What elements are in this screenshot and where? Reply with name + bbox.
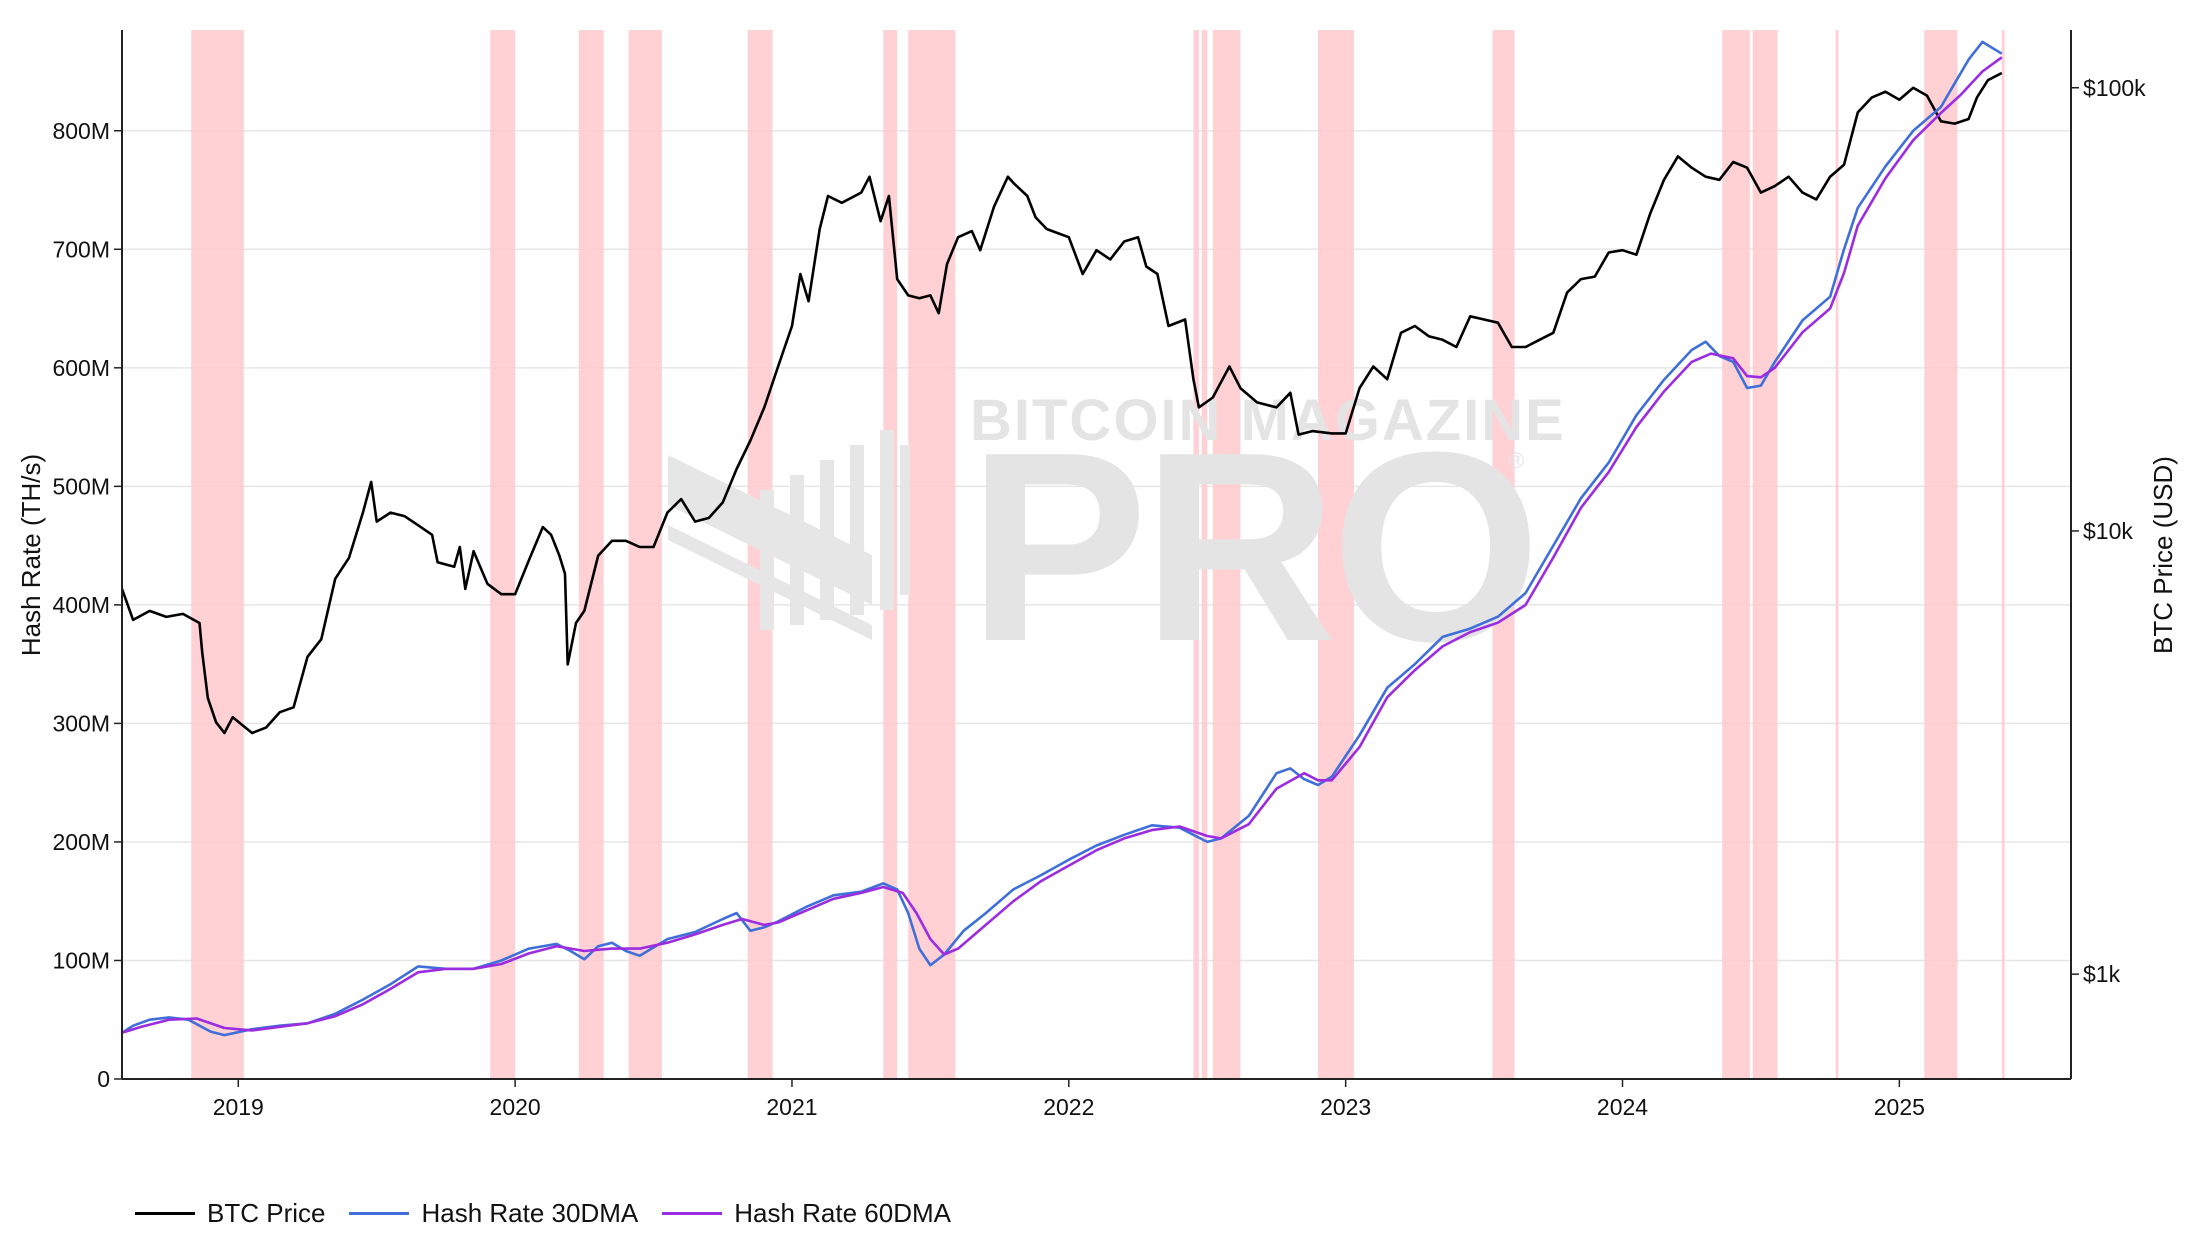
right-axis-title: BTC Price (USD) [2148,456,2178,654]
shaded-region [1193,30,1199,1079]
y-left-tick-label: 300M [52,710,110,736]
watermark-registered: ® [1508,448,1524,473]
watermark-line1: BITCOIN MAGAZINE [970,388,1566,453]
legend-swatch-btc-price [135,1212,195,1215]
shaded-region [191,30,244,1079]
watermark: BITCOIN MAGAZINE PRO ® [668,388,1566,698]
left-axis-ticks: 0 100M 200M 300M 400M 500M 600M 700M 800M [52,118,122,1092]
shaded-region [1317,30,1354,1079]
right-axis-ticks: $1k $10k $100k [2071,75,2146,987]
x-axis-ticks: 2019 2020 2021 2022 2023 2024 2025 [213,1079,1925,1120]
shaded-region [1835,30,1839,1079]
series-lines [120,40,2003,1037]
legend-label-hash-rate-60dma: Hash Rate 60DMA [734,1198,951,1228]
legend-item-hash-rate-30dma[interactable]: Hash Rate 30DMA [349,1198,638,1229]
series-line-hash-rate-60dma [121,56,2003,1035]
y-left-tick-label: 0 [97,1066,110,1092]
x-tick-label: 2019 [213,1094,264,1120]
y-right-tick-label: $1k [2083,961,2121,987]
x-tick-label: 2025 [1874,1094,1925,1120]
series-line-btc-price [120,71,2003,735]
shaded-region [1212,30,1241,1079]
y-right-tick-label: $10k [2083,518,2133,544]
legend-swatch-hash-rate-60dma [662,1212,723,1215]
y-left-tick-label: 100M [52,947,110,973]
watermark-logo-icon [668,430,910,640]
shaded-region [2001,30,2005,1079]
y-left-tick-label: 600M [52,355,110,381]
legend-label-btc-price: BTC Price [207,1198,326,1228]
y-left-tick-label: 800M [52,118,110,144]
shaded-regions [191,30,2005,1079]
y-right-tick-label: $100k [2083,75,2146,101]
gridlines [122,130,2071,962]
x-tick-label: 2022 [1043,1094,1094,1120]
watermark-line2: PRO [968,397,1535,698]
y-left-tick-label: 500M [52,473,110,499]
legend-item-hash-rate-60dma[interactable]: Hash Rate 60DMA [662,1198,951,1229]
shaded-region [1924,30,1958,1079]
legend-swatch-hash-rate-30dma [349,1212,410,1215]
shaded-region [1722,30,1750,1079]
shaded-region [628,30,662,1079]
shaded-region [1492,30,1515,1079]
axes [121,30,2072,1080]
left-axis-title: Hash Rate (TH/s) [16,454,46,656]
legend: BTC Price Hash Rate 30DMA Hash Rate 60DM… [135,1198,975,1229]
legend-item-btc-price[interactable]: BTC Price [135,1198,325,1229]
shaded-region [1201,30,1208,1079]
x-tick-label: 2021 [766,1094,817,1120]
y-left-tick-label: 700M [52,236,110,262]
x-tick-label: 2023 [1320,1094,1371,1120]
legend-label-hash-rate-30dma: Hash Rate 30DMA [421,1198,639,1228]
x-tick-label: 2024 [1597,1094,1648,1120]
shaded-region [908,30,956,1079]
y-left-tick-label: 400M [52,592,110,618]
shaded-region [1752,30,1778,1079]
y-left-tick-label: 200M [52,829,110,855]
x-tick-label: 2020 [490,1094,541,1120]
shaded-region [490,30,516,1079]
